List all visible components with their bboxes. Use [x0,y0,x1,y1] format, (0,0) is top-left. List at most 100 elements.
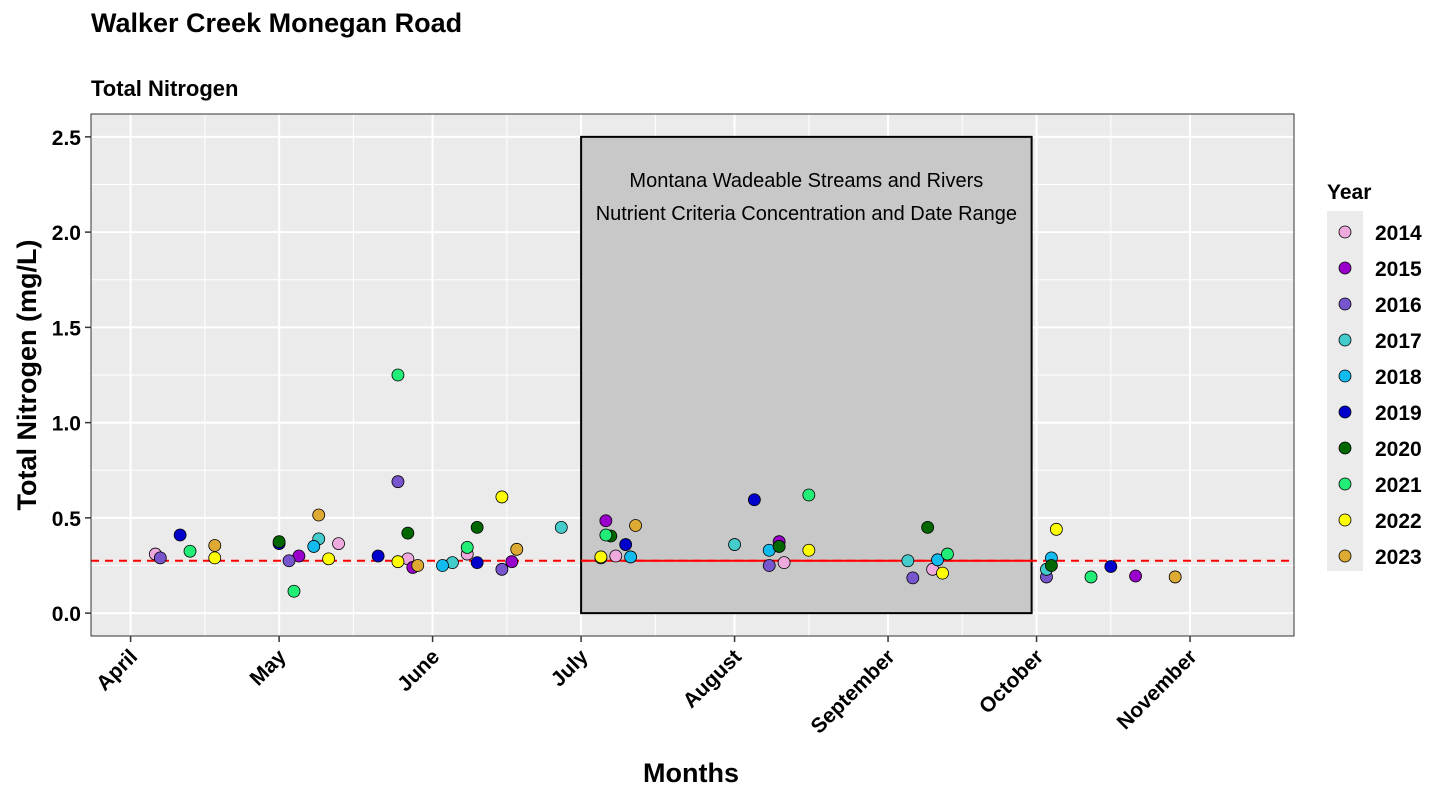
y-tick-label: 0.0 [52,603,81,626]
data-point-2022 [802,543,816,557]
data-point-2017 [554,521,568,534]
data-point-2016 [391,475,405,489]
data-point-2015 [599,514,613,528]
legend-key-2015 [1338,261,1352,275]
data-point-2022 [391,555,405,569]
x-tick-label: October [975,645,1048,718]
criteria-box [580,135,1033,615]
x-tick-label: September [807,645,900,738]
criteria-box-label: Montana Wadeable Streams and Rivers [629,170,983,192]
data-point-2017 [728,538,741,551]
data-point-2014 [609,549,623,563]
data-point-2020 [921,521,935,534]
legend-key-2022 [1338,513,1352,527]
data-point-2017 [901,554,915,568]
data-point-2023 [510,542,524,556]
data-point-2014 [332,537,345,551]
data-point-2019 [173,528,187,542]
data-point-2022 [936,566,949,580]
x-tick-label: August [679,645,746,712]
data-point-2015 [505,555,519,569]
legend-key-2016 [1338,297,1352,311]
data-point-2018 [931,553,944,567]
data-point-2019 [470,556,484,570]
data-point-2023 [208,539,222,552]
data-point-2019 [747,493,761,507]
legend-label-2019: 2019 [1375,402,1422,425]
chart-subtitle: Total Nitrogen [91,76,239,101]
data-point-2015 [1129,569,1142,583]
data-point-2020 [401,526,415,540]
legend-label-2022: 2022 [1375,510,1422,533]
legend-key-2018 [1338,369,1352,383]
data-point-2021 [287,584,301,598]
legend-key-2021 [1338,477,1352,491]
y-tick-label: 2.0 [52,222,81,245]
data-point-2021 [941,547,954,561]
x-tick-label: November [1113,645,1202,734]
data-point-2023 [312,508,326,522]
data-points [148,368,1182,598]
legend-key-2019 [1338,405,1352,419]
y-tick-label: 2.5 [52,127,82,150]
data-point-2021 [460,541,474,554]
legend-title: Year [1327,181,1371,204]
data-point-2022 [208,551,222,565]
data-point-2021 [391,368,405,382]
data-point-2019 [371,549,385,563]
y-tick-label: 0.5 [52,508,82,531]
x-tick-label: May [246,645,291,690]
criteria-box-layer: Montana Wadeable Streams and Rivers Nutri… [91,135,1294,615]
legend-label-2016: 2016 [1375,294,1422,317]
criteria-box-label: Nutrient Criteria Concentration and Date… [596,203,1017,225]
data-point-2016 [153,551,167,565]
data-point-2020 [272,535,286,549]
legend: Year 2014 2015 2016 2017 2018 2019 2020 2021 202… [1327,181,1422,571]
data-point-2020 [1045,559,1058,572]
data-point-2016 [495,562,509,576]
legend-key-2017 [1338,333,1352,347]
legend-key-2020 [1338,441,1352,455]
data-point-2023 [629,519,642,532]
data-point-2022 [594,550,608,564]
data-point-2016 [906,571,920,585]
plot-border [90,113,1295,637]
y-tick-label: 1.5 [52,317,82,340]
legend-label-2017: 2017 [1375,330,1422,353]
x-tick-label: July [547,645,593,691]
data-point-2023 [1168,570,1182,584]
x-tick-label: April [92,645,142,695]
data-point-2018 [436,559,449,572]
data-point-2022 [495,490,509,504]
data-point-2014 [777,556,791,570]
legend-key-2014 [1338,225,1352,239]
legend-label-2023: 2023 [1375,546,1422,569]
x-tick-label: June [393,645,444,696]
legend-label-2020: 2020 [1375,438,1422,461]
data-point-2016 [282,554,296,568]
data-point-2020 [772,540,786,553]
data-point-2021 [599,528,613,542]
data-point-2022 [322,552,336,566]
chart-title: Walker Creek Monegan Road [91,8,463,38]
x-axis-ticks: April May June July August September October No… [92,636,1202,738]
data-point-2018 [624,550,638,564]
data-point-2021 [1084,570,1098,584]
data-point-2021 [183,544,197,558]
data-point-2019 [1104,560,1118,573]
data-point-2020 [470,521,484,534]
legend-label-2014: 2014 [1375,222,1422,245]
legend-label-2015: 2015 [1375,258,1422,281]
data-point-2021 [802,488,816,502]
y-axis-ticks: 0.0 0.5 1.0 1.5 2.0 2.5 [52,127,91,626]
y-axis-title: Total Nitrogen (mg/L) [12,240,42,511]
x-axis-title: Months [643,758,739,788]
data-point-2023 [411,559,425,572]
legend-label-2018: 2018 [1375,366,1422,389]
data-point-2022 [1049,522,1063,536]
y-tick-label: 1.0 [52,413,81,436]
legend-label-2021: 2021 [1375,474,1422,497]
legend-key-2023 [1338,549,1352,563]
data-point-2018 [307,540,321,553]
